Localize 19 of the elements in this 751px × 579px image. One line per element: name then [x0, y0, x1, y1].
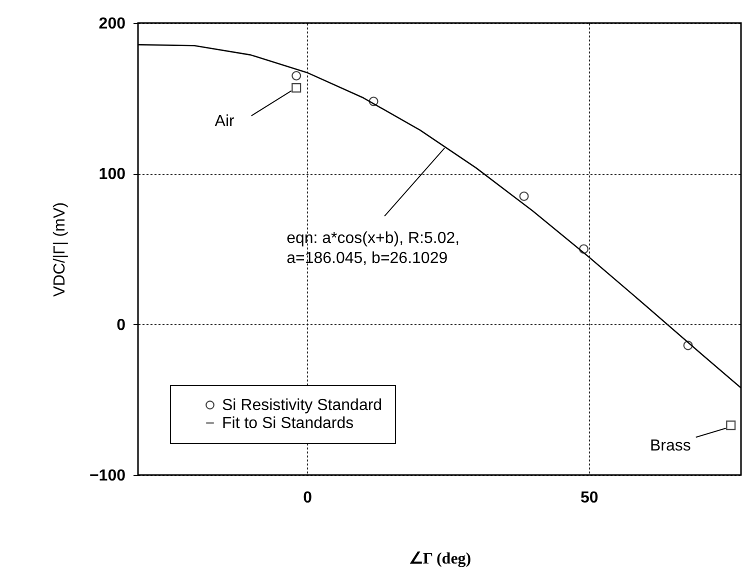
legend-label: Si Resistivity Standard: [222, 397, 382, 414]
annotation: Brass: [650, 437, 691, 454]
point: [578, 244, 589, 254]
y-tick-label: 100: [98, 166, 126, 184]
y-tick-label: 200: [98, 16, 126, 32]
y-tick-label: −100: [89, 468, 126, 484]
point: [368, 96, 378, 106]
point: [683, 340, 693, 350]
annotation: Air: [214, 112, 236, 130]
y-tick-label: 0: [116, 316, 126, 334]
point: [292, 70, 302, 81]
x-axis-title: ∠Γ (deg): [408, 550, 472, 568]
point: [519, 191, 529, 202]
x-tick-label: 50: [580, 490, 598, 506]
legend-label: Fit to Si Standards: [222, 415, 354, 432]
annotation: eqn: a*cos(x+b), R:5.02, a=186.045, b=26.1029: [286, 230, 460, 268]
point: [292, 83, 302, 93]
point: [726, 420, 736, 430]
y-axis-title: VDC/|Γ| (mV): [51, 202, 68, 297]
